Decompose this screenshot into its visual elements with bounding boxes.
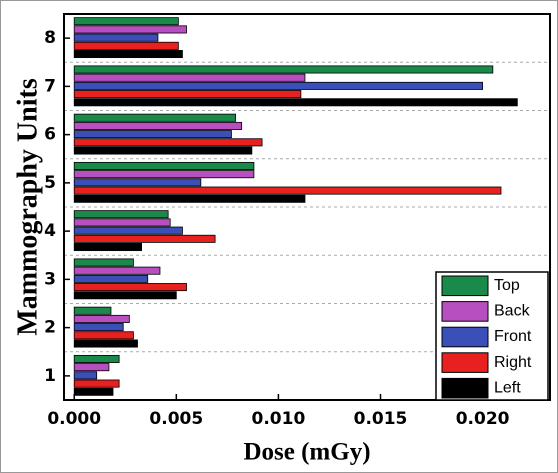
bar — [73, 73, 306, 82]
bar — [73, 331, 134, 340]
bar — [73, 25, 187, 34]
bar — [73, 138, 263, 147]
y-tick-label: 7 — [44, 76, 56, 96]
bar — [73, 170, 255, 179]
bar — [73, 146, 253, 155]
legend-swatch — [441, 275, 489, 297]
legend-swatch — [441, 326, 489, 348]
bar — [73, 178, 202, 187]
bar — [73, 234, 216, 243]
bar — [73, 371, 98, 380]
plot-frame — [63, 13, 551, 401]
bar — [73, 291, 177, 300]
bar — [73, 283, 187, 292]
bar — [73, 323, 124, 332]
legend-label: Top — [494, 277, 520, 294]
legend-label: Left — [494, 379, 521, 396]
bar — [73, 121, 243, 130]
legend-swatch — [441, 352, 489, 373]
bar — [73, 130, 232, 139]
y-tick-label: 5 — [44, 173, 56, 193]
bar — [73, 387, 114, 396]
legend-label: Front — [494, 328, 532, 345]
bar — [73, 218, 171, 227]
x-axis-label: Dose (mGy) — [243, 439, 370, 466]
bar — [73, 90, 302, 99]
bar — [73, 339, 138, 348]
bar — [73, 17, 179, 26]
bar — [73, 210, 169, 219]
y-axis-label: Mammography Units — [12, 78, 43, 336]
y-tick-label: 4 — [44, 221, 56, 241]
bar — [73, 258, 134, 267]
legend-swatch — [441, 377, 489, 399]
y-tick-label: 3 — [44, 269, 56, 289]
x-tick-label: 0.010 — [252, 409, 306, 429]
bar — [73, 81, 484, 90]
legend-label: Right — [494, 354, 532, 371]
bar — [73, 363, 110, 372]
y-tick-label: 1 — [44, 366, 56, 386]
bar — [73, 186, 502, 195]
bar — [73, 379, 120, 388]
bar — [73, 194, 306, 203]
bar — [73, 41, 179, 50]
bar — [73, 266, 161, 275]
y-tick-label: 8 — [44, 28, 56, 48]
y-tick-label: 6 — [44, 125, 56, 145]
bar — [73, 65, 494, 74]
x-tick-label: 0.000 — [47, 409, 101, 429]
legend-swatch — [441, 301, 489, 322]
x-tick-label: 0.005 — [149, 409, 203, 429]
bar — [73, 113, 236, 122]
x-tick-label: 0.015 — [354, 409, 408, 429]
bar — [73, 161, 255, 170]
bar — [73, 33, 159, 42]
bar — [73, 306, 112, 315]
x-tick-label: 0.020 — [456, 409, 510, 429]
bar — [73, 98, 518, 107]
bar — [73, 243, 142, 252]
bar — [73, 226, 183, 235]
legend-label: Back — [494, 303, 531, 320]
bar — [73, 354, 120, 363]
bar — [73, 50, 183, 59]
bar — [73, 314, 130, 323]
bar — [73, 274, 149, 283]
y-tick-label: 2 — [44, 318, 56, 338]
